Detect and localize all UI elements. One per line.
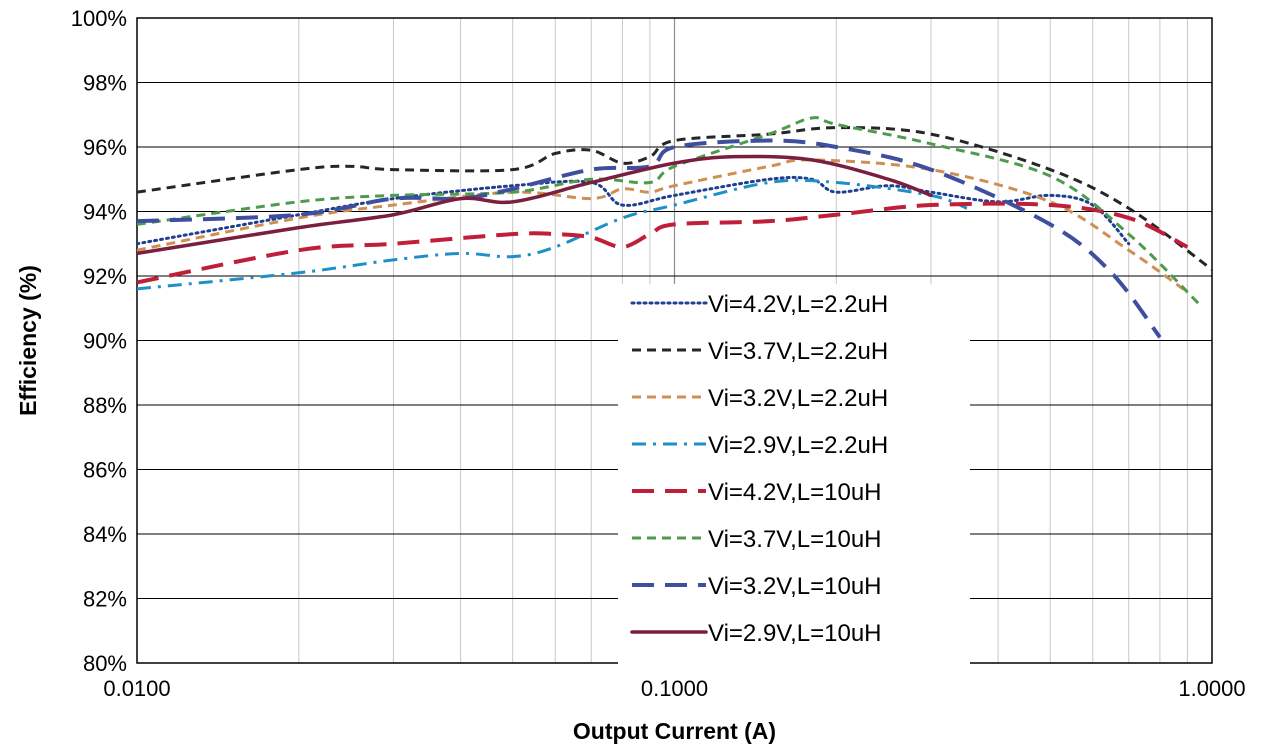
series-line-2 <box>137 126 1212 271</box>
y-tick-label: 98% <box>83 71 127 96</box>
y-tick-label: 96% <box>83 135 127 160</box>
y-tick-label: 84% <box>83 522 127 547</box>
legend-label: Vi=2.9V,L=2.2uH <box>708 432 888 459</box>
legend-label: Vi=3.2V,L=10uH <box>708 573 882 600</box>
legend-label: Vi=3.2V,L=2.2uH <box>708 385 888 412</box>
y-tick-label: 90% <box>83 329 127 354</box>
series-line-8 <box>137 154 933 256</box>
y-tick-label: 92% <box>83 264 127 289</box>
legend-label: Vi=3.7V,L=10uH <box>708 526 882 553</box>
series-line-4 <box>137 178 968 291</box>
series-group <box>137 116 1212 339</box>
y-tick-label: 86% <box>83 458 127 483</box>
series-line-1 <box>137 175 1131 246</box>
y-tick-label: 94% <box>83 200 127 225</box>
legend: Vi=4.2V,L=2.2uH Vi=3.7V,L=2.2uH Vi=3.2V,L=… <box>618 284 970 668</box>
y-tick-label: 80% <box>83 651 127 676</box>
legend-label: Vi=4.2V,L=10uH <box>708 479 882 506</box>
x-tick-label: 0.1000 <box>641 676 708 701</box>
y-tick-label: 88% <box>83 393 127 418</box>
series-line-3 <box>137 158 1189 294</box>
series-line-7 <box>137 138 1162 339</box>
legend-label: Vi=3.7V,L=2.2uH <box>708 338 888 365</box>
x-tick-label: 1.0000 <box>1178 676 1245 701</box>
y-axis-title: Efficiency (%) <box>15 265 41 416</box>
legend-label: Vi=4.2V,L=2.2uH <box>708 291 888 318</box>
legend-label: Vi=2.9V,L=10uH <box>708 620 882 647</box>
y-tick-label: 100% <box>71 6 127 31</box>
legend-box <box>618 284 970 668</box>
x-axis-title: Output Current (A) <box>573 718 776 744</box>
axis-tick-labels: 80% 82% 84% 86% 88% 90% 92% 94% 96% 98% 100% 0.0100… <box>71 6 1246 701</box>
x-tick-label: 0.0100 <box>103 676 170 701</box>
series-line-6 <box>137 116 1202 307</box>
y-tick-label: 82% <box>83 587 127 612</box>
